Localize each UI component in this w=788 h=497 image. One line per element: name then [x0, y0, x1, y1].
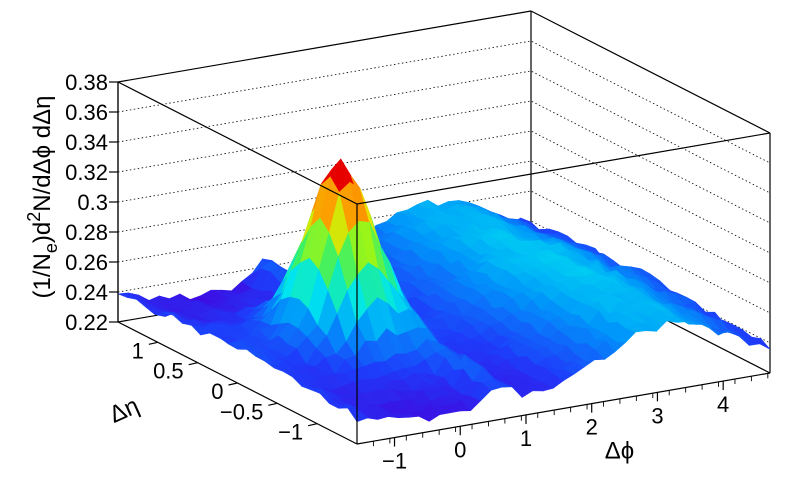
x-axis-line	[356, 372, 771, 445]
frame-edge-front-top	[356, 132, 771, 205]
z-title-part-2: )d	[29, 222, 56, 243]
gridline-z-7	[117, 40, 771, 164]
x-tick-label-1: 0	[454, 437, 466, 462]
frame-edge-side-top	[530, 10, 771, 134]
x-tick-label-5: 4	[717, 392, 729, 417]
z-title-superscript: 2	[24, 212, 44, 222]
z-tick-label-2: 0.26	[65, 250, 108, 275]
surface	[117, 158, 771, 423]
x-tick-label-4: 3	[651, 403, 663, 428]
z-tick-label-3: 0.28	[65, 220, 108, 245]
y-tick-label-0: 1	[132, 338, 144, 363]
x-tick-label-2: 1	[520, 426, 532, 451]
tick-labels: −1 0 1 2 3 410.50−0.5−10.220.240.260.280.30.3…	[65, 70, 729, 474]
z-tick-label-6: 0.34	[65, 130, 108, 155]
frame-edge-back-top	[117, 10, 532, 83]
y-tick-label-1: 0.5	[153, 359, 184, 384]
z-tick-label-8: 0.38	[65, 70, 108, 95]
y-axis-title: Δη	[105, 392, 143, 429]
z-title-subscript: e	[41, 243, 61, 253]
x-tick-label-0: −1	[382, 449, 407, 474]
z-tick-label-4: 0.3	[77, 190, 108, 215]
z-tick-label-0: 0.22	[65, 310, 108, 335]
y-tick-2	[228, 382, 238, 386]
z-tick-label-7: 0.36	[65, 100, 108, 125]
y-tick-label-3: −0.5	[220, 399, 263, 424]
z-tick-label-1: 0.24	[65, 280, 108, 305]
z-title-part-3: N/dΔϕ dΔη	[29, 96, 56, 212]
y-tick-label-2: 0	[211, 379, 223, 404]
y-tick-4	[308, 423, 318, 427]
z-tick-label-5: 0.32	[65, 160, 108, 185]
frame-edge-left-top	[117, 81, 358, 205]
y-tick-label-4: −1	[278, 420, 303, 445]
y-tick-3	[268, 402, 278, 406]
surface-cell	[750, 338, 771, 350]
z-title-part-1: (1/N	[29, 253, 56, 298]
x-tick-label-3: 2	[586, 415, 598, 440]
z-axis-title: (1/Ne)d2N/dΔϕ dΔη	[24, 96, 61, 299]
axis-ticks	[109, 81, 769, 447]
y-tick-1	[188, 362, 198, 366]
x-axis-title: Δϕ	[605, 437, 634, 464]
y-tick-0	[148, 341, 158, 345]
